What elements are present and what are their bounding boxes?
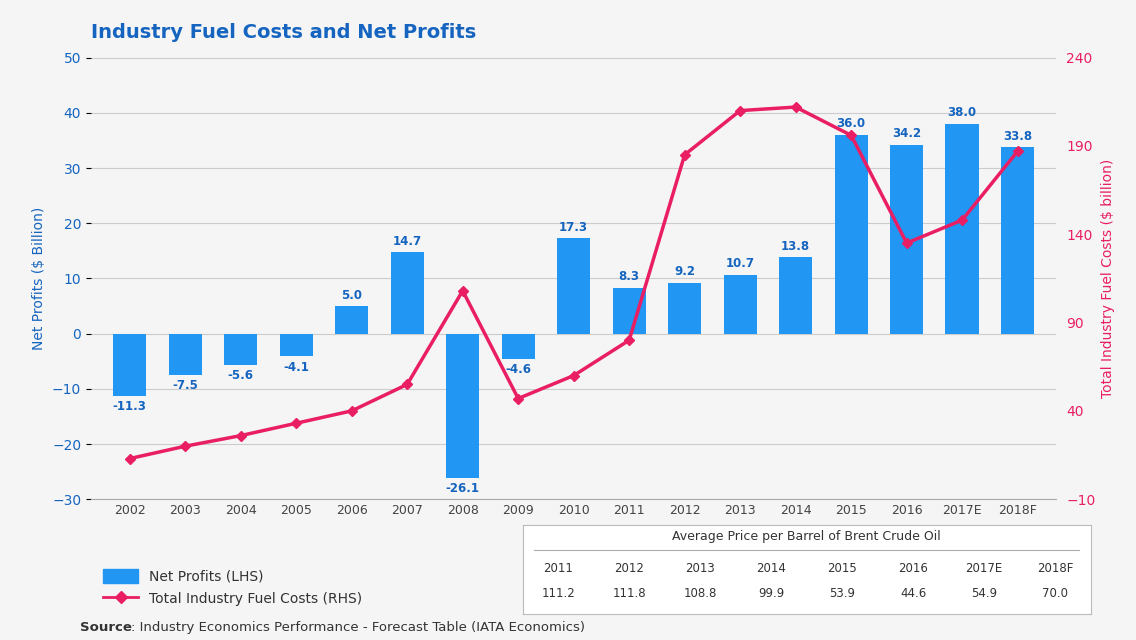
Text: 111.8: 111.8 [612, 587, 646, 600]
Text: 44.6: 44.6 [900, 587, 926, 600]
Y-axis label: Net Profits ($ Billion): Net Profits ($ Billion) [32, 207, 47, 350]
Bar [1001, 147, 1034, 333]
Text: 34.2: 34.2 [892, 127, 921, 140]
Text: -5.6: -5.6 [227, 369, 253, 382]
Bar [391, 252, 424, 333]
Text: 13.8: 13.8 [782, 240, 810, 253]
Text: 2016: 2016 [899, 562, 928, 575]
Text: 9.2: 9.2 [674, 266, 695, 278]
Text: 14.7: 14.7 [393, 235, 421, 248]
Bar [889, 145, 924, 333]
Text: 2012: 2012 [615, 562, 644, 575]
Text: -4.1: -4.1 [283, 361, 309, 374]
Text: 2015: 2015 [827, 562, 857, 575]
Text: 2013: 2013 [685, 562, 715, 575]
Bar [724, 275, 757, 333]
Text: 8.3: 8.3 [619, 270, 640, 284]
Text: 5.0: 5.0 [341, 289, 362, 301]
Bar [945, 124, 979, 333]
Bar [168, 333, 202, 375]
Bar [501, 333, 535, 359]
Text: Source: Source [80, 621, 132, 634]
Text: 108.8: 108.8 [684, 587, 717, 600]
Text: 2011: 2011 [543, 562, 573, 575]
Text: Industry Fuel Costs and Net Profits: Industry Fuel Costs and Net Profits [91, 23, 476, 42]
Bar [612, 288, 646, 333]
Text: 2018F: 2018F [1037, 562, 1074, 575]
Bar [279, 333, 312, 356]
Bar [557, 238, 591, 333]
Bar [224, 333, 258, 365]
Bar [668, 283, 701, 333]
Bar [114, 333, 147, 396]
Bar [446, 333, 479, 477]
Legend: Net Profits (LHS), Total Industry Fuel Costs (RHS): Net Profits (LHS), Total Industry Fuel C… [98, 564, 368, 611]
Text: 10.7: 10.7 [726, 257, 754, 270]
Text: 111.2: 111.2 [541, 587, 575, 600]
Text: 38.0: 38.0 [947, 106, 977, 120]
Text: Average Price per Barrel of Brent Crude Oil: Average Price per Barrel of Brent Crude … [673, 531, 941, 543]
Text: : Industry Economics Performance - Forecast Table (IATA Economics): : Industry Economics Performance - Forec… [131, 621, 585, 634]
Bar [335, 306, 368, 333]
Y-axis label: Total Industry Fuel Costs ($ billion): Total Industry Fuel Costs ($ billion) [1101, 159, 1116, 398]
Text: 17.3: 17.3 [559, 221, 588, 234]
Text: 54.9: 54.9 [971, 587, 997, 600]
Text: -7.5: -7.5 [173, 380, 198, 392]
Bar [835, 135, 868, 333]
Text: 70.0: 70.0 [1042, 587, 1068, 600]
Text: -4.6: -4.6 [506, 364, 532, 376]
Text: 36.0: 36.0 [836, 118, 866, 131]
Bar [779, 257, 812, 333]
Text: 2017E: 2017E [966, 562, 1003, 575]
Text: 53.9: 53.9 [829, 587, 855, 600]
Text: 99.9: 99.9 [758, 587, 784, 600]
Text: 2014: 2014 [757, 562, 786, 575]
Text: -26.1: -26.1 [445, 482, 479, 495]
Text: 33.8: 33.8 [1003, 130, 1033, 143]
Text: -11.3: -11.3 [112, 401, 147, 413]
